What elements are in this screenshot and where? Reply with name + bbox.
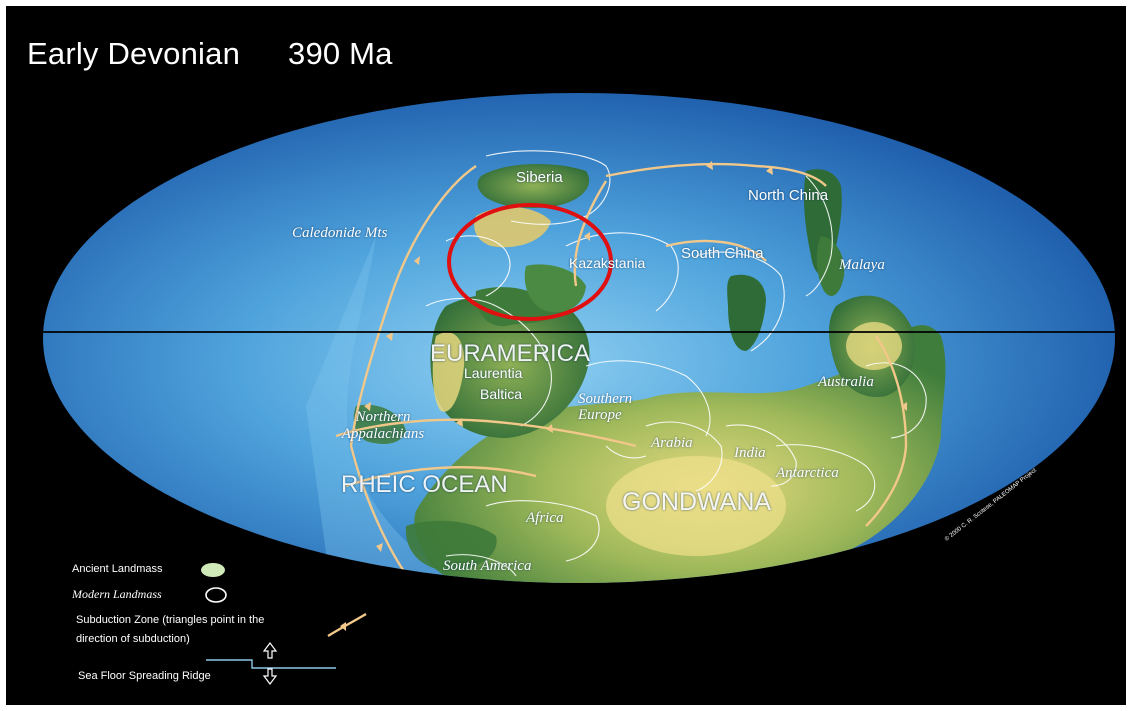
subduction-zones	[335, 162, 908, 583]
label-southern-europe: Southern Europe	[578, 391, 633, 423]
label-laurentia: Laurentia	[464, 365, 523, 381]
label-caledonide: Caledonide Mts	[292, 225, 388, 241]
legend-ancient-swatch	[201, 563, 225, 577]
laurentia-desert	[432, 332, 465, 412]
legend-subduction-label-1: Subduction Zone (triangles point in the	[76, 614, 265, 626]
kazakstania-landmass	[524, 264, 586, 313]
title-age: 390 Ma	[288, 36, 393, 71]
label-malaya: Malaya	[839, 257, 885, 273]
euramerica-landmass	[430, 292, 590, 438]
legend-subduction-line	[327, 612, 367, 638]
legend-ridge-line	[206, 659, 336, 669]
legend-graphics	[201, 563, 367, 685]
highlight-circle	[447, 203, 613, 321]
malaya-landmass	[816, 236, 845, 296]
legend-modern-label: Modern Landmass	[72, 587, 162, 601]
shelf-west	[306, 236, 526, 583]
label-south-america: South America	[443, 558, 532, 574]
appalachians-land	[353, 404, 406, 444]
paleogeographic-map	[36, 93, 1116, 685]
label-siberia: Siberia	[516, 169, 563, 186]
label-northern-appalachians: Northern Appalachians	[341, 409, 425, 443]
legend-arrow-up	[262, 642, 278, 659]
label-south-china: South China	[681, 245, 764, 262]
label-kazakstania: Kazakstania	[569, 255, 646, 271]
legend-modern-swatch	[205, 587, 227, 603]
siberia-landmass	[477, 164, 590, 208]
south-america-land	[405, 520, 497, 571]
subduction-triangles	[364, 161, 907, 552]
label-australia: Australia	[818, 374, 874, 390]
label-gondwana: GONDWANA	[622, 488, 772, 516]
label-africa: Africa	[526, 510, 564, 526]
label-india: India	[734, 445, 766, 461]
legend-ridge-label: Sea Floor Spreading Ridge	[78, 670, 211, 682]
label-north-china: North China	[748, 187, 829, 204]
map-frame: Early Devonian 390 Ma Siberia Caledonide…	[6, 6, 1126, 705]
label-baltica: Baltica	[480, 386, 523, 402]
legend-arrow-down	[262, 668, 278, 685]
siberia-south	[474, 206, 551, 248]
legend-ancient-label: Ancient Landmass	[72, 563, 163, 575]
legend-subduction-label-2: direction of subduction)	[76, 633, 190, 645]
label-arabia: Arabia	[651, 435, 693, 451]
gondwana-desert	[606, 456, 786, 556]
label-antarctica: Antarctica	[776, 465, 839, 481]
title-period: Early Devonian	[27, 36, 241, 71]
label-rheic-ocean: RHEIC OCEAN	[341, 471, 508, 498]
label-euramerica: EURAMERICA	[430, 340, 591, 367]
